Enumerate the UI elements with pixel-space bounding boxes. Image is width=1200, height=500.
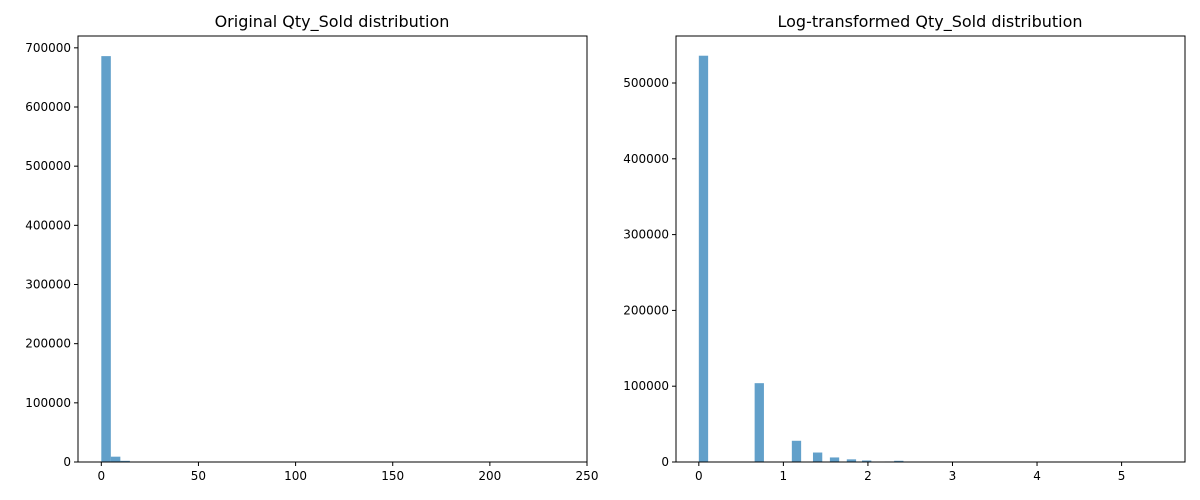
- left-x-tick-label: 250: [576, 469, 599, 483]
- right-histogram-bar: [791, 440, 802, 462]
- left-y-tick-label: 600000: [25, 100, 71, 114]
- right-histogram-panel: Log-transformed Qty_Sold distribution 0 1…: [623, 12, 1186, 483]
- left-x-tick-label: 50: [191, 469, 206, 483]
- left-histogram-panel: Original Qty_Sold distribution 0 50 100 150…: [25, 12, 598, 483]
- left-x-tick-label: 0: [97, 469, 105, 483]
- right-y-axis-ticks: 0 100000 200000 300000 400000 500000: [623, 76, 676, 469]
- right-y-tick-label: 0: [661, 455, 669, 469]
- left-y-tick-label: 100000: [25, 396, 71, 410]
- right-y-tick-label: 500000: [623, 76, 669, 90]
- left-y-axis-ticks: 0 100000 200000 300000 400000 500000 600000 700…: [25, 41, 78, 469]
- left-x-tick-label: 150: [381, 469, 404, 483]
- left-y-tick-label: 500000: [25, 159, 71, 173]
- left-histogram-bar: [101, 56, 111, 462]
- left-x-tick-label: 200: [478, 469, 501, 483]
- right-chart-title: Log-transformed Qty_Sold distribution: [777, 12, 1082, 32]
- right-histogram-bar: [754, 383, 764, 462]
- right-histogram-bar: [846, 459, 857, 462]
- left-y-tick-label: 0: [63, 455, 71, 469]
- left-y-tick-label: 200000: [25, 337, 71, 351]
- right-histogram-bar: [829, 457, 840, 462]
- left-y-tick-label: 700000: [25, 41, 71, 55]
- right-histogram-bar: [698, 55, 709, 462]
- left-x-axis-ticks: 0 50 100 150 200 250: [97, 462, 598, 483]
- right-histogram-bar: [894, 460, 904, 462]
- right-x-tick-label: 2: [864, 469, 872, 483]
- right-x-axis-ticks: 0 1 2 3 4 5: [695, 462, 1125, 483]
- left-histogram-bar: [110, 456, 121, 462]
- right-x-tick-label: 3: [949, 469, 957, 483]
- right-histogram-bar: [862, 460, 872, 462]
- left-axes-frame: [77, 35, 588, 463]
- right-x-tick-label: 4: [1033, 469, 1041, 483]
- left-x-tick-label: 100: [284, 469, 307, 483]
- right-y-tick-label: 100000: [623, 379, 669, 393]
- left-y-tick-label: 400000: [25, 218, 71, 232]
- right-histogram-bar: [812, 452, 823, 462]
- right-x-tick-label: 5: [1118, 469, 1126, 483]
- left-y-tick-label: 300000: [25, 278, 71, 292]
- left-histogram-bar: [120, 460, 130, 462]
- right-y-tick-label: 300000: [623, 228, 669, 242]
- right-axes-frame: [675, 35, 1186, 463]
- right-x-tick-label: 0: [695, 469, 703, 483]
- right-y-tick-label: 400000: [623, 152, 669, 166]
- right-y-tick-label: 200000: [623, 303, 669, 317]
- right-x-tick-label: 1: [780, 469, 788, 483]
- left-chart-title: Original Qty_Sold distribution: [215, 12, 450, 32]
